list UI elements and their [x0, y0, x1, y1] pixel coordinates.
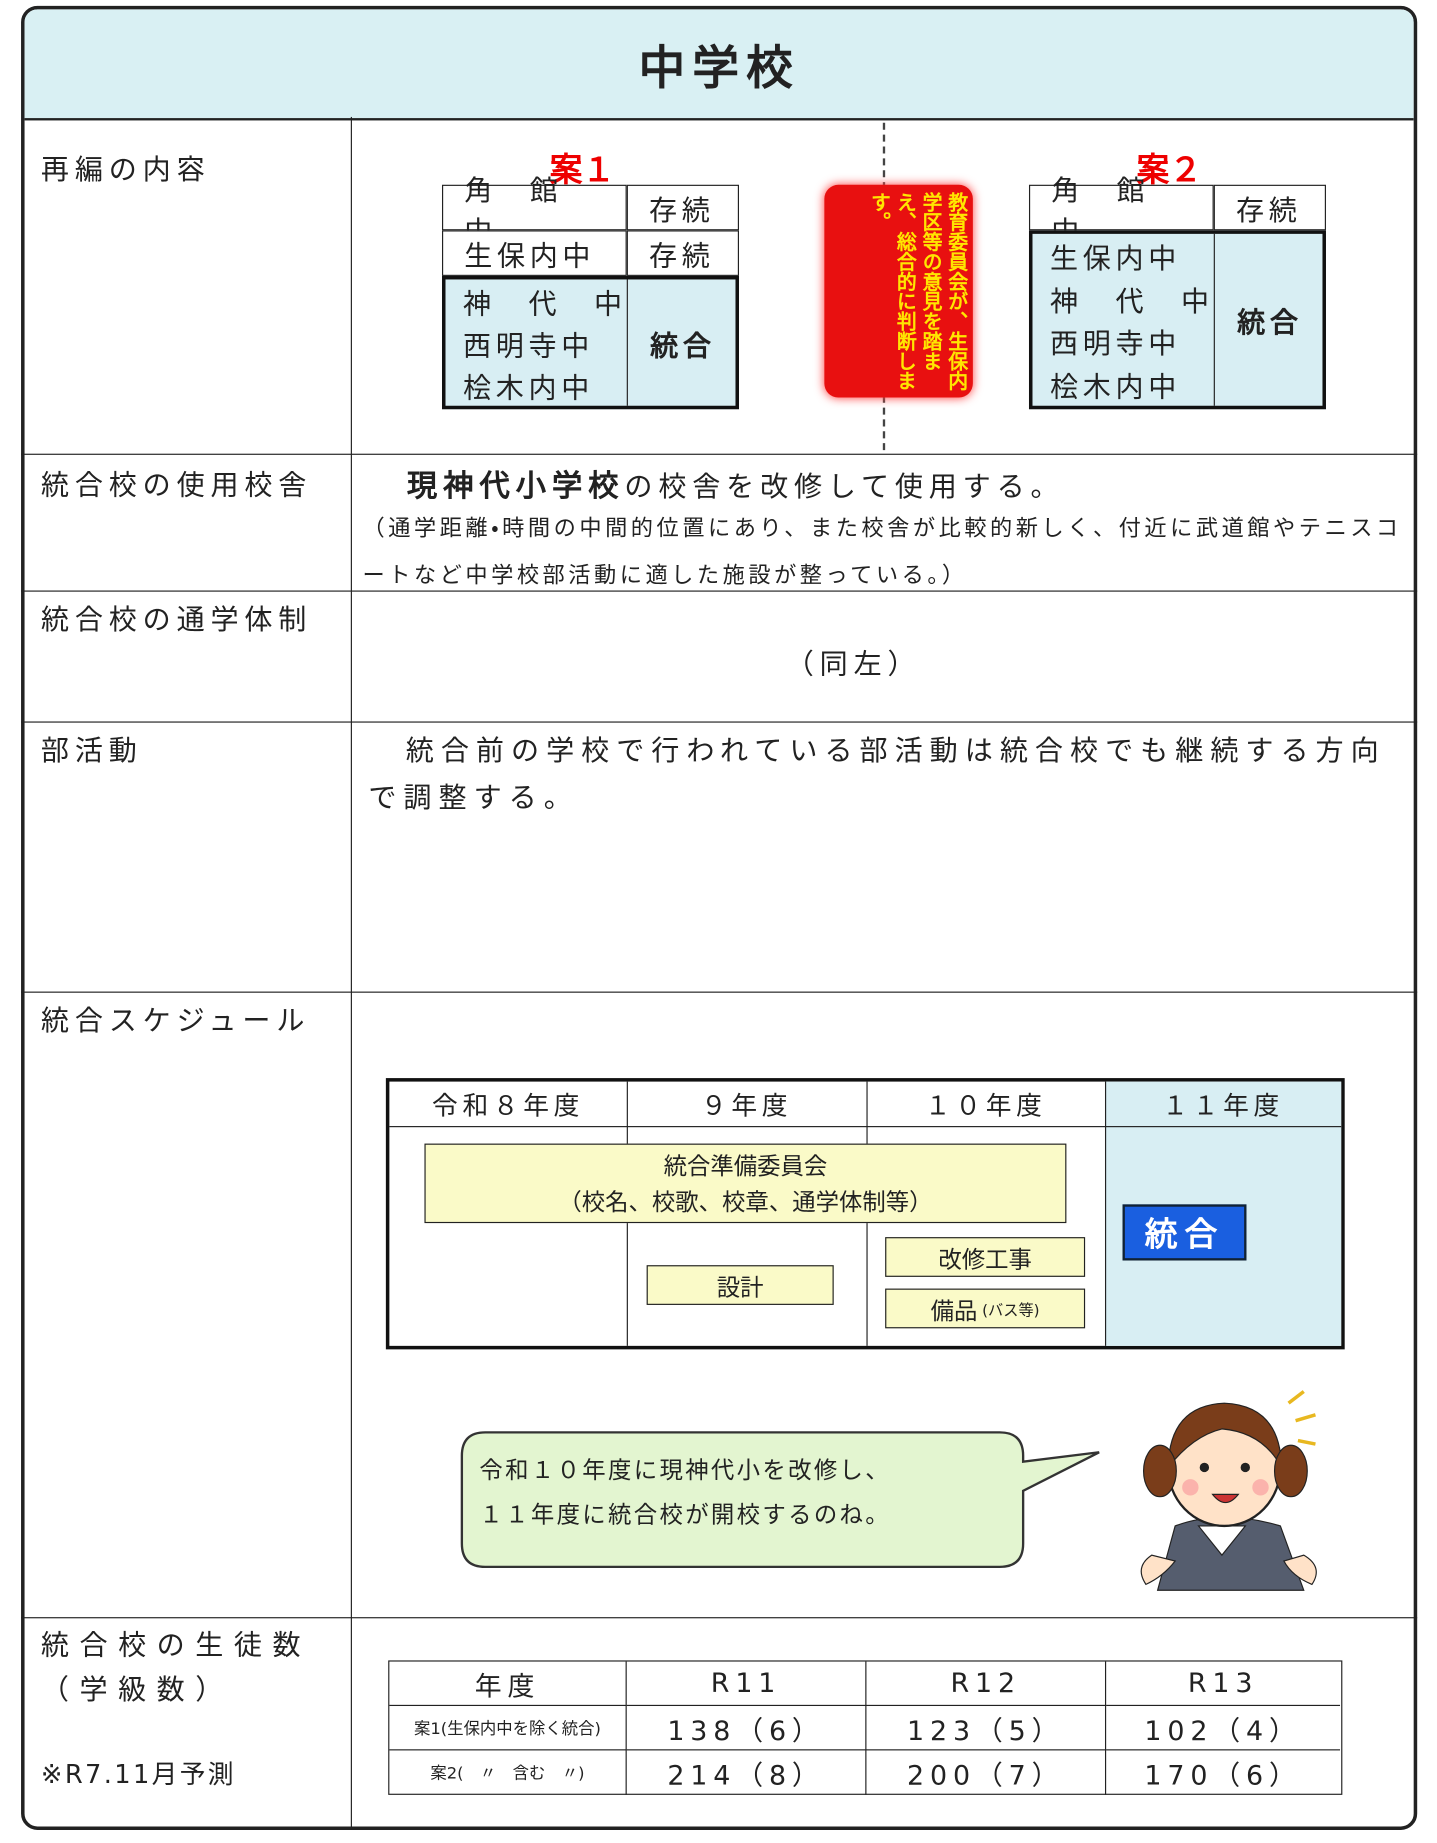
header-cell: R13	[1106, 1662, 1341, 1707]
status: 存続	[626, 230, 739, 276]
row-label: 統合校の使用校舎	[40, 468, 313, 502]
data-cell: 200（7）	[866, 1750, 1107, 1795]
text: （校名、校歌、校章、通学体制等）	[558, 1188, 933, 1217]
school: 神 代 中	[1050, 284, 1214, 318]
status: 存続	[1213, 184, 1326, 231]
plan-title: 案２	[1136, 150, 1203, 190]
rule	[389, 1126, 1342, 1128]
merge-box: 統合	[1122, 1204, 1247, 1261]
clubs-text: 統合前の学校で行われている部活動は統合校でも継続する方向で調整する。	[368, 734, 1386, 814]
year: １０年度	[924, 1092, 1047, 1122]
text: の校舎を改修して使用する。	[624, 470, 1065, 503]
data-cell: 案2( 〃 含む 〃)	[389, 1750, 627, 1795]
rule	[1213, 233, 1215, 406]
text: 統合準備委員会	[663, 1151, 828, 1180]
forecast-note: ※R7.11月予測	[40, 1760, 236, 1791]
header-cell: R12	[866, 1661, 1107, 1707]
row-line	[21, 590, 1418, 592]
speech-text: 令和１０年度に現神代小を改修し、 １１年度に統合校が開校するのね。	[479, 1448, 891, 1537]
title: 中学校	[24, 9, 1414, 121]
row-label: 統合校の通学体制	[40, 603, 313, 637]
row-line	[21, 1617, 1418, 1619]
rule	[1104, 1081, 1107, 1346]
row-line	[21, 453, 1418, 455]
status: 統合	[650, 329, 716, 362]
data-cell: 170（6）	[1144, 1760, 1302, 1792]
students-table: 年度 R11 R12 R13 案1(生保内中を除く統合) 138（6） 123（5） 102（…	[388, 1660, 1343, 1795]
school: 生保内中	[441, 230, 627, 276]
text: 備品	[930, 1296, 978, 1325]
frame: 中学校	[21, 5, 1418, 1830]
school: 角 館 中	[1028, 174, 1214, 247]
header-cell: 年度	[389, 1661, 627, 1707]
row-line	[21, 721, 1418, 723]
text: 統合校の生徒数	[40, 1628, 312, 1662]
row-label: 部活動	[40, 734, 143, 768]
data-cell: 138（6）	[626, 1706, 867, 1751]
text: 令和１０年度に現神代小を改修し、	[479, 1455, 892, 1484]
design-box: 設計	[646, 1265, 834, 1305]
school: 西明寺中	[463, 329, 595, 362]
data-cell: 102（4）	[1106, 1706, 1341, 1751]
row-line	[21, 991, 1418, 993]
note-box: 教育委員会が、生保内学区等の意見を踏まえ、総合的に判断します。	[824, 184, 973, 398]
school: 桧木内中	[463, 371, 595, 404]
row-label: 統合校の生徒数 （学級数）	[41, 1623, 311, 1712]
text: １１年度に統合校が開校するのね。	[479, 1500, 892, 1529]
status: 統合	[1237, 306, 1303, 340]
illustration	[460, 1390, 1317, 1591]
school: 西明寺中	[1050, 327, 1181, 361]
text: （学級数）	[40, 1673, 234, 1707]
school: 桧木内中	[1050, 370, 1181, 404]
data-cell: 案1(生保内中を除く統合)	[389, 1706, 627, 1751]
year: １１年度	[1162, 1092, 1284, 1122]
year: ９年度	[700, 1092, 793, 1122]
school: 生保内中	[1050, 241, 1181, 275]
building-note: （通学距離・時間の中間的位置にあり、また校舎が比較的新しく、付近に武道館やテニス…	[362, 515, 1402, 589]
building-text: 現神代小学校の校舎を改修して使用する。	[407, 462, 1064, 505]
equipment-box: 備品 (バス等)	[885, 1288, 1086, 1329]
plan-title: 案１	[549, 150, 616, 190]
row-label: 統合スケジュール	[40, 1004, 311, 1038]
speech-bubble	[460, 1431, 1100, 1569]
data-cell: 214（8）	[627, 1750, 867, 1795]
year: 令和８年度	[432, 1092, 585, 1122]
status: 存続	[626, 184, 739, 231]
merge-group: 生保内中神 代 中西明寺中桧木内中 統合	[1028, 230, 1326, 410]
merge-group: 神 代 中西明寺中桧木内中 統合	[441, 275, 739, 410]
column-divider	[350, 116, 352, 1830]
school: 角 館 中	[441, 174, 627, 247]
girl	[1140, 1390, 1317, 1591]
header-cell: R11	[626, 1661, 867, 1707]
row-label: 再編の内容	[40, 153, 211, 186]
committee-box: 統合準備委員会 （校名、校歌、校章、通学体制等）	[424, 1143, 1067, 1224]
renovation-box: 改修工事	[885, 1237, 1086, 1277]
data-cell: 123（5）	[866, 1706, 1107, 1751]
text: (バス等)	[982, 1302, 1040, 1320]
emphasis: 現神代小学校	[406, 468, 625, 504]
commute-text: （同左）	[785, 647, 922, 681]
rule	[626, 279, 628, 406]
school: 神 代 中	[463, 287, 627, 320]
